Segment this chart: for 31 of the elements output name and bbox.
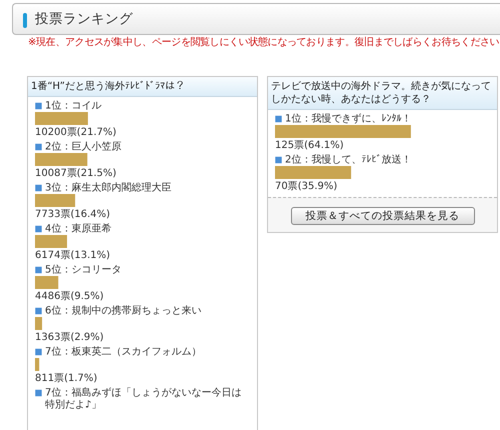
y-tick-label: 2位：我慢して、ﾃﾚﾋﾞ放送！ bbox=[285, 154, 412, 166]
bar bbox=[35, 112, 88, 125]
y-tick-label: 4位：東原亜希 bbox=[45, 222, 112, 234]
y-tick-label: 2位：巨人小笠原 bbox=[45, 140, 122, 152]
y-tick-label: 5位：シコリータ bbox=[45, 264, 122, 276]
text: 投票ランキング bbox=[35, 11, 133, 27]
bar bbox=[35, 194, 76, 207]
y-tick-label: 7位：板東英二（スカイフォルム） bbox=[45, 346, 202, 358]
data-label: 811票(1.7%) bbox=[35, 373, 98, 384]
bar bbox=[35, 153, 88, 166]
text: 1番“H”だと思う海外ﾃﾚﾋﾞﾄﾞﾗﾏは？ bbox=[28, 77, 257, 97]
data-label: 10087票(21.5%) bbox=[35, 168, 116, 179]
data-label: 6174票(13.1%) bbox=[35, 250, 110, 261]
bar bbox=[35, 317, 42, 330]
bar bbox=[35, 358, 40, 371]
chart-title: テレビで放送中の海外ドラマ。続きが気になってしかたない時、あなたはどうする？ bbox=[268, 77, 497, 110]
data-label: 10200票(21.7%) bbox=[35, 127, 116, 138]
text: ※現在、アクセスが集中し、ページを閲覧しにくい状態になっております。復旧までしばらくお待ちください。 bbox=[28, 37, 500, 49]
bar bbox=[35, 276, 58, 289]
bar bbox=[35, 235, 68, 248]
y-tick-label: 1位：我慢できずに、ﾚﾝﾀﾙ！ bbox=[285, 112, 412, 124]
data-label: 70票(35.9%) bbox=[275, 181, 338, 192]
y-tick-label: 1位：コイル bbox=[45, 100, 102, 112]
data-label: 125票(64.1%) bbox=[275, 140, 344, 151]
data-label: 4486票(9.5%) bbox=[35, 291, 104, 302]
y-tick-label: 6位：規制中の携帯厨ちょっと来い bbox=[45, 304, 202, 316]
y-tick-label: 7位：福島みずほ「しょうがないなー今日は特別だよ♪」 bbox=[45, 386, 242, 410]
y-tick-label: 3位：麻生太郎内閣総理大臣 bbox=[45, 182, 172, 194]
data-label: 1363票(2.9%) bbox=[35, 332, 104, 343]
data-label: 7733票(16.4%) bbox=[35, 209, 110, 220]
results-button[interactable]: 投票＆すべての投票結果を見る bbox=[290, 207, 474, 225]
